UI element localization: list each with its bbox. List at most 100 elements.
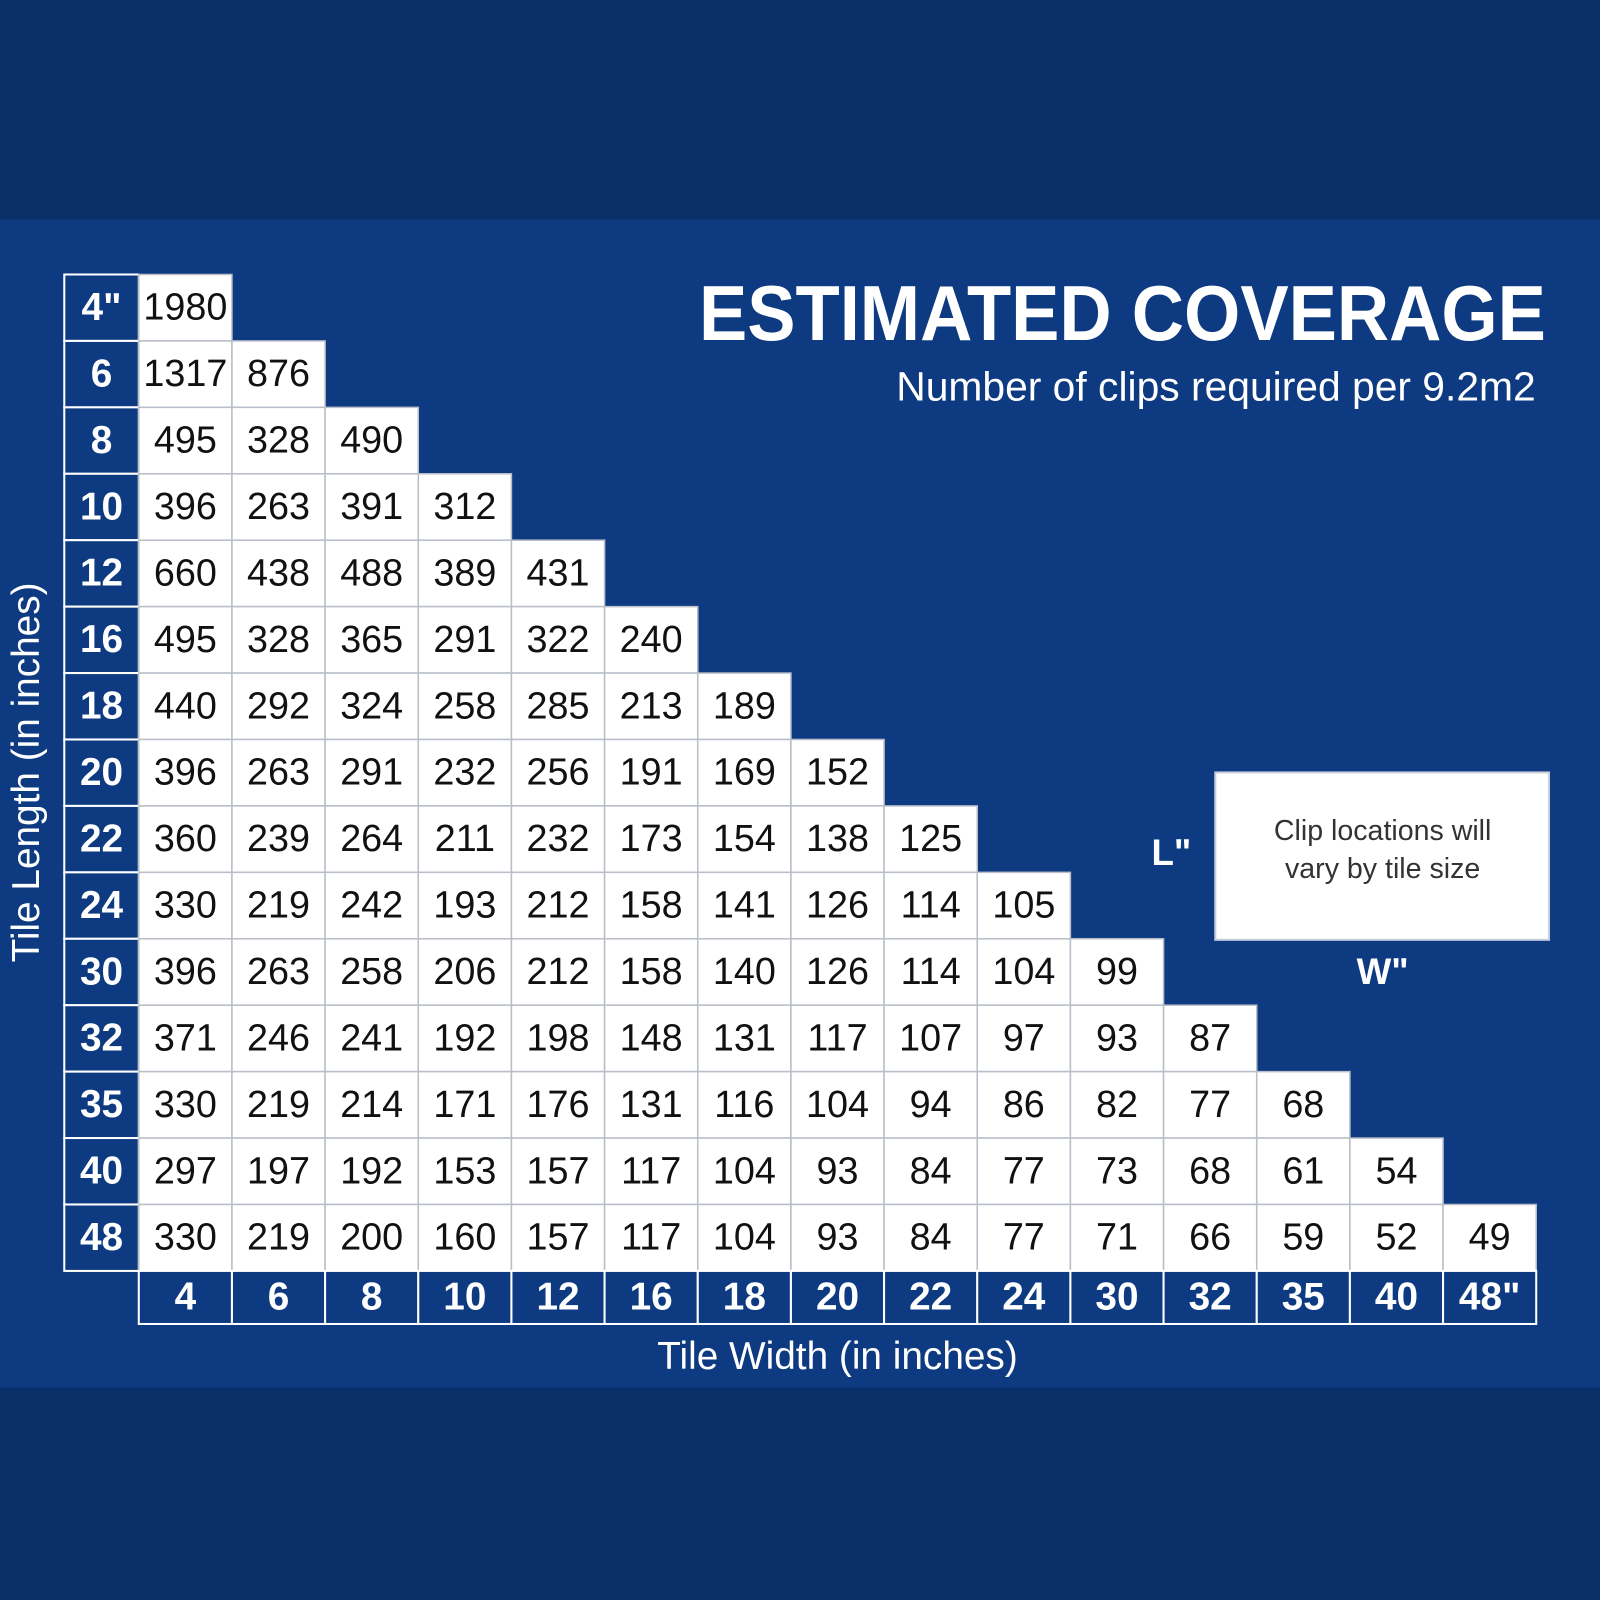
cell-value: 660 [154,551,217,593]
row-header: 22 [80,817,123,860]
table-cell [790,1203,885,1272]
column-header-cell [603,1269,699,1326]
table-cell [324,738,420,807]
table-cell [417,738,513,807]
table-cell [231,871,326,940]
table-cell [510,738,606,807]
table-cell [138,738,233,807]
cell-value: 495 [154,618,217,660]
cell-value: 94 [910,1083,952,1125]
cell-value: 138 [806,817,869,859]
table-cell [417,473,513,541]
cell-value: 200 [340,1216,403,1258]
row-header: 20 [80,751,123,794]
table-cell [696,1203,792,1272]
table-cell [790,738,885,807]
cell-value: 73 [1096,1149,1138,1191]
table-cell [1162,1203,1258,1272]
table-cell [883,1137,979,1206]
cell-value: 117 [807,1016,867,1058]
row-header-cell [63,1203,140,1272]
table-cell [510,1004,606,1073]
cell-value: 61 [1282,1149,1324,1191]
cell-value: 93 [1096,1016,1138,1058]
cell-value: 330 [154,884,217,926]
cell-value: 173 [620,817,683,859]
cell-value: 212 [527,950,590,992]
column-header: 8 [361,1276,383,1319]
cell-value: 328 [247,618,310,660]
row-header: 32 [80,1017,123,1060]
table-cell [510,938,606,1006]
row-header-cell [63,738,140,807]
row-header: 40 [80,1150,123,1193]
table-cell [603,738,699,807]
table-cell [790,805,885,874]
cell-value: 86 [1003,1083,1045,1125]
cell-value: 876 [247,352,310,394]
cell-value: 114 [901,950,961,992]
cell-value: 219 [247,884,310,926]
column-header: 16 [630,1276,673,1319]
cell-value: 328 [247,419,310,461]
cell-value: 232 [527,817,590,859]
cell-value: 264 [340,817,403,859]
table-cell [324,672,420,741]
cell-value: 495 [154,419,217,461]
row-header: 48 [80,1216,123,1259]
cell-value: 93 [817,1216,859,1258]
cell-value: 77 [1003,1149,1045,1191]
column-header: 40 [1375,1276,1418,1319]
cell-value: 104 [713,1149,776,1191]
cell-value: 365 [340,618,403,660]
cell-value: 431 [527,551,590,593]
cell-value: 490 [340,419,403,461]
table-cell [510,605,606,674]
cell-value: 291 [340,751,403,793]
table-cell [696,1137,792,1206]
column-header-cell [1442,1269,1538,1326]
table-cell [883,938,979,1006]
table-cell [231,1070,326,1139]
cell-value: 197 [247,1149,310,1191]
table-cell [1255,1137,1351,1206]
cell-value: 191 [620,751,683,793]
cell-value: 171 [433,1083,496,1125]
cell-value: 219 [247,1083,310,1125]
cell-value: 125 [899,817,962,859]
table-cell [324,805,420,874]
table-cell [696,1070,792,1139]
cell-value: 198 [527,1016,590,1058]
cell-value: 1317 [143,352,227,394]
cell-value: 206 [433,950,496,992]
column-header-cell [230,1269,327,1326]
cell-value: 189 [713,684,776,726]
cell-value: 360 [154,817,217,859]
table-cell [231,1203,326,1272]
column-header: 32 [1189,1276,1232,1319]
title: ESTIMATED COVERAGE [699,271,1546,357]
cell-value: 97 [1003,1016,1045,1058]
cell-value: 117 [621,1149,681,1191]
diagram-note: vary by tile size [1285,853,1480,885]
x-axis-label: Tile Width (in inches) [657,1335,1017,1378]
table-cell [603,1137,699,1206]
row-header-cell [63,406,140,475]
table-cell [138,340,233,409]
cell-value: 141 [713,884,776,926]
cell-value: 104 [992,950,1055,992]
table-cell [138,938,233,1006]
column-header-cell [1069,1269,1165,1326]
table-cell [138,273,233,342]
row-header: 35 [80,1083,123,1126]
cell-value: 176 [527,1083,590,1125]
width-label: W" [1357,951,1409,992]
cell-value: 77 [1189,1083,1231,1125]
column-header: 35 [1282,1276,1325,1319]
tile-diagram [1214,771,1550,941]
cell-value: 68 [1282,1083,1324,1125]
table-cell [138,605,233,674]
table-cell [603,871,699,940]
cell-value: 99 [1096,950,1138,992]
